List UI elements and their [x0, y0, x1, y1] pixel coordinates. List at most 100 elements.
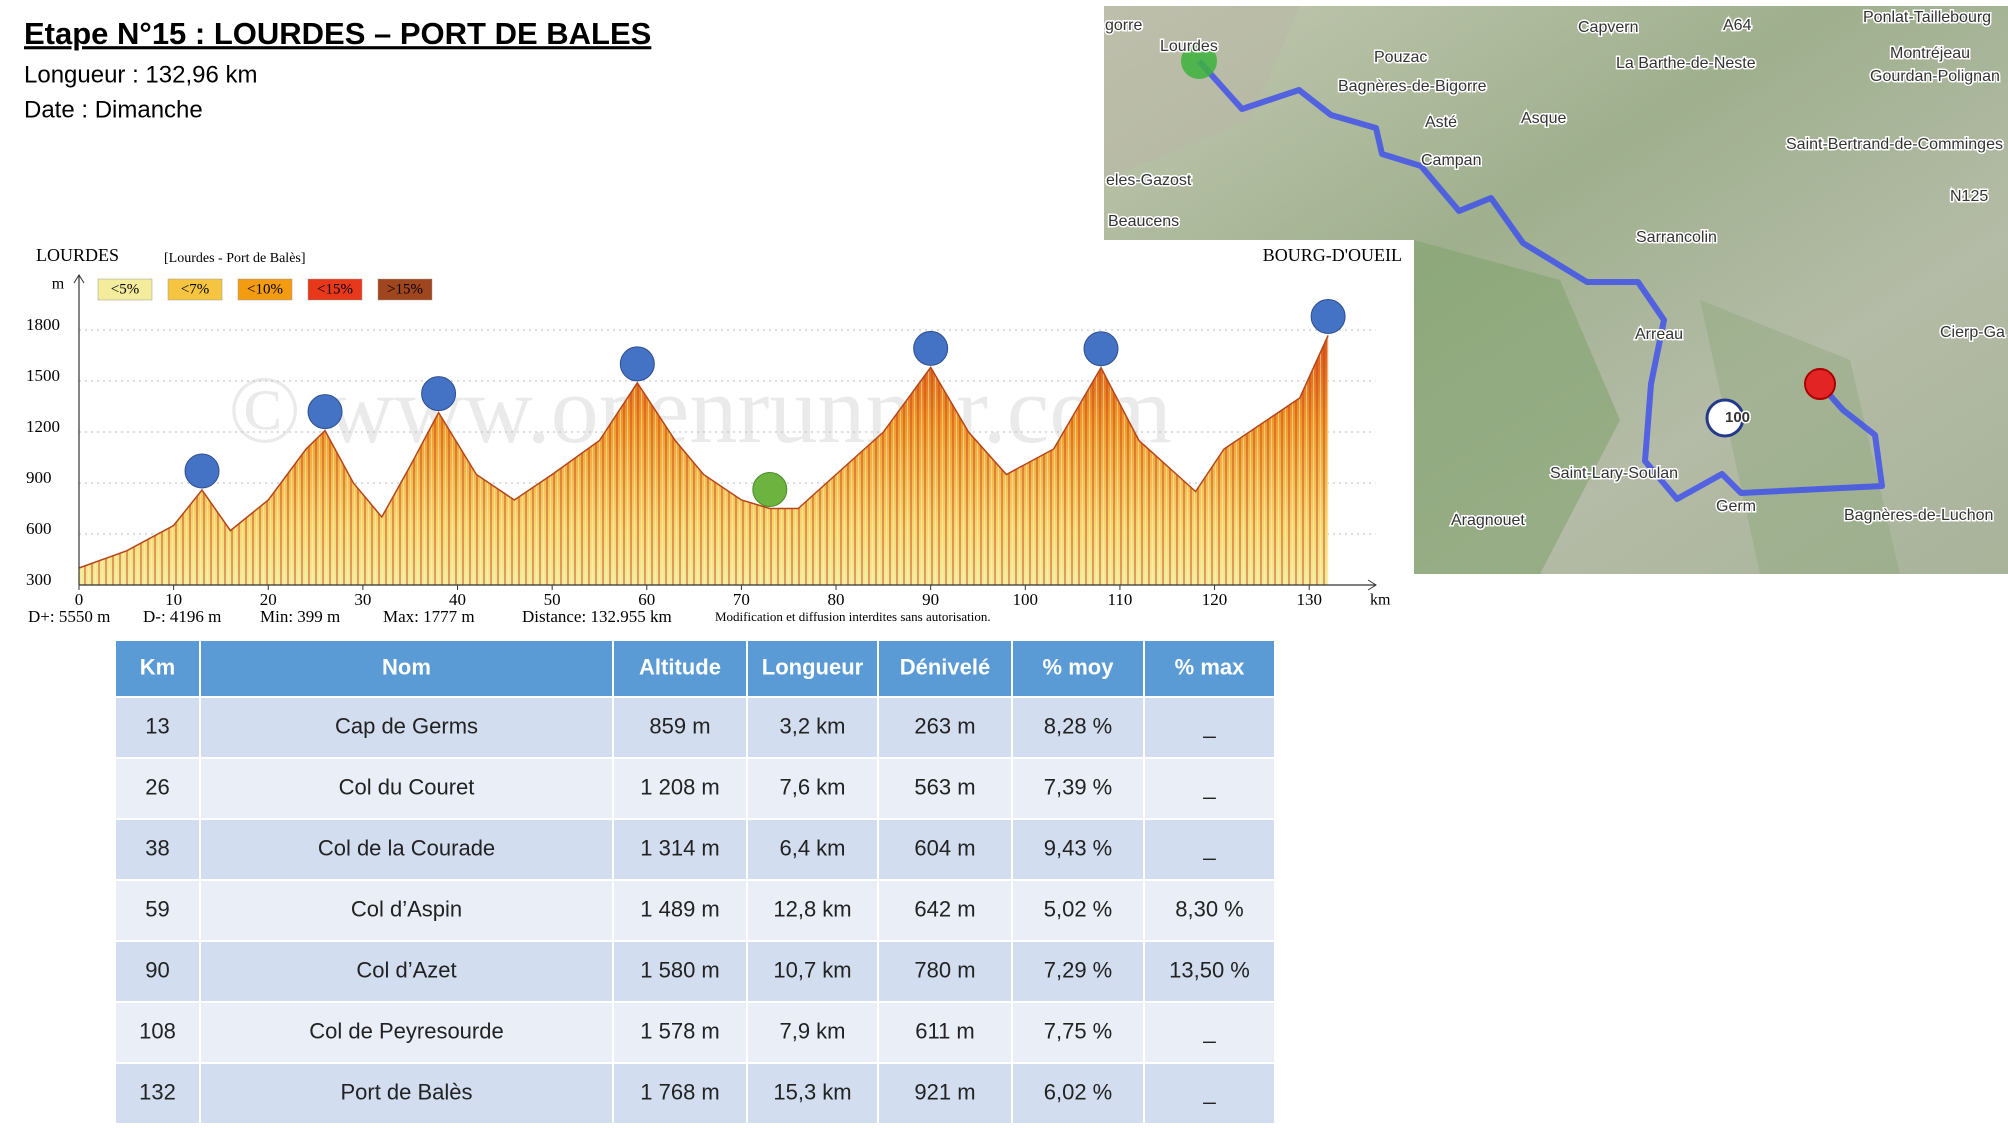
climb-marker — [1083, 331, 1119, 367]
legend-label: <10% — [247, 281, 283, 297]
feed-marker — [752, 472, 788, 507]
y-axis-arrow — [73, 274, 85, 284]
x-tick-label: 120 — [1202, 590, 1228, 609]
cell-text: 7,29 % — [1044, 957, 1113, 982]
map-relief — [1104, 6, 1300, 180]
x-tick-label: 60 — [638, 590, 655, 609]
x-tick-label: 10 — [165, 590, 182, 609]
map-label: Bagnères-de-Bigorre — [1338, 78, 1487, 95]
climbs-table: Km Nom Altitude Longueur Dénivelé % moy % max 1… — [114, 639, 1276, 1125]
cell-text: 1 489 m — [640, 896, 720, 921]
cell — [1143, 940, 1276, 1003]
y-tick-label: 300 — [26, 570, 52, 589]
cell-text: Cap de Germs — [335, 713, 478, 738]
header-text: Longueur — [762, 654, 864, 679]
cell — [746, 818, 879, 881]
stat: Modification et diffusion interdites san… — [715, 609, 991, 624]
date: Date : Dimanche — [24, 96, 203, 123]
cell-text: 563 m — [914, 774, 975, 799]
climb-marker — [421, 376, 457, 412]
header-cell — [1143, 639, 1276, 698]
cell — [612, 1062, 748, 1125]
elevation-chart: © www.openrunner.com LOURDES [Lourdes - Po… — [0, 240, 1414, 635]
cell-text: 1 208 m — [640, 774, 720, 799]
map-label: Lourdes — [1160, 38, 1218, 55]
legend-label: <5% — [111, 281, 139, 297]
y-tick-label: 900 — [26, 468, 52, 487]
y-tick-label: 1200 — [26, 417, 60, 436]
header-text: Nom — [382, 654, 431, 679]
cell-text: _ — [1202, 1018, 1216, 1043]
legend-swatch — [237, 278, 293, 301]
x-tick-label: 90 — [922, 590, 939, 609]
header-text: Dénivelé — [900, 654, 991, 679]
cell — [1011, 1001, 1145, 1064]
cell-text: 90 — [145, 957, 169, 982]
route — [1196, 58, 1885, 502]
climb-marker — [619, 346, 655, 382]
climb-marker — [184, 453, 220, 489]
x-tick-label: 0 — [75, 590, 84, 609]
cell-text: 1 314 m — [640, 835, 720, 860]
map-label: Ponlat-Taillebourg — [1863, 9, 1991, 26]
chart-title: LOURDES — [36, 245, 119, 265]
map-label: A64 — [1723, 17, 1752, 34]
y-tick-label: 1500 — [26, 366, 60, 385]
cell-text: _ — [1202, 835, 1216, 860]
x-tick-label: 70 — [733, 590, 750, 609]
stat: Distance: 132.955 km — [522, 607, 672, 626]
header-cell — [199, 639, 614, 698]
map-label: Asque — [1521, 110, 1566, 127]
cell — [1143, 757, 1276, 820]
header-text: Km — [140, 654, 175, 679]
cell-text: Col de Peyresourde — [309, 1018, 503, 1043]
cell — [877, 818, 1013, 881]
cell-text: 263 m — [914, 713, 975, 738]
title: Etape N°15 : LOURDES – PORT DE BALES — [24, 16, 651, 51]
cell-text: 13,50 % — [1169, 957, 1250, 982]
x-tick-label: 20 — [260, 590, 277, 609]
header-text: % moy — [1043, 654, 1115, 679]
cell-text: 642 m — [914, 896, 975, 921]
cell — [877, 696, 1013, 759]
cell-text: 859 m — [649, 713, 710, 738]
map-label: Campan — [1421, 152, 1481, 169]
cell — [746, 757, 879, 820]
cell-text: Col d’Aspin — [351, 896, 462, 921]
header: Etape N°15 : LOURDES – PORT DE BALES Lon… — [24, 16, 651, 123]
cell — [877, 879, 1013, 942]
cell-text: 7,75 % — [1044, 1018, 1113, 1043]
x-tick-label: 110 — [1107, 590, 1132, 609]
cell — [1011, 757, 1145, 820]
stat: D+: 5550 m — [28, 607, 110, 626]
x-tick-label: 130 — [1296, 590, 1322, 609]
cell — [1011, 696, 1145, 759]
cell-text: Col du Couret — [339, 774, 475, 799]
y-tick-label: 600 — [26, 519, 52, 538]
cell — [199, 757, 614, 820]
cell-text: 132 — [139, 1079, 176, 1104]
cell — [114, 818, 201, 881]
cell — [746, 1001, 879, 1064]
map-label: Germ — [1716, 498, 1756, 515]
header-cell — [877, 639, 1013, 698]
cell-text: 6,4 km — [779, 835, 845, 860]
cell — [746, 696, 879, 759]
map-label: Aragnouet — [1451, 512, 1525, 529]
start-marker — [1181, 43, 1217, 79]
header-text: Altitude — [639, 654, 721, 679]
cell — [877, 1001, 1013, 1064]
cell — [612, 696, 748, 759]
x-tick-label: 30 — [354, 590, 371, 609]
climb-marker — [1310, 298, 1346, 334]
legend-label: >15% — [387, 281, 423, 297]
legend-swatch — [167, 278, 223, 301]
cell-text: 5,02 % — [1044, 896, 1113, 921]
cell — [1143, 1062, 1276, 1125]
cell — [1143, 1001, 1276, 1064]
cell-text: 10,7 km — [773, 957, 851, 982]
cell-text: 38 — [145, 835, 169, 860]
cell-text: 7,6 km — [779, 774, 845, 799]
map: gorre Lourdes Capvern A64 Ponlat-Taillebourg… — [1104, 6, 2008, 574]
